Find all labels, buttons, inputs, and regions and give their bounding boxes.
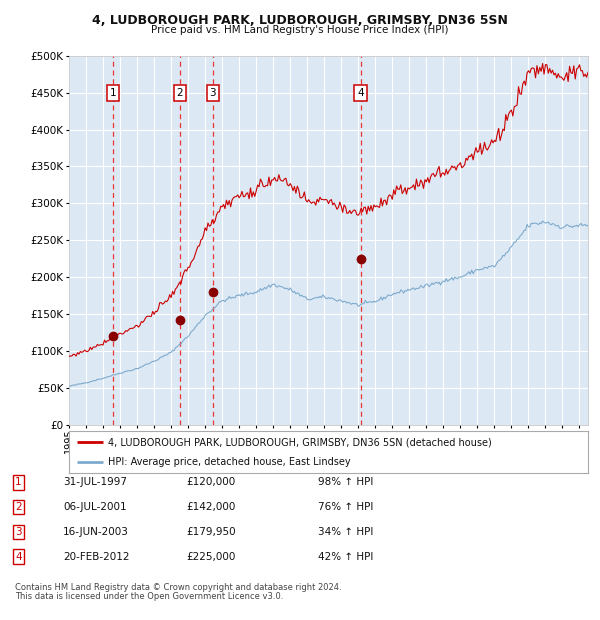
Text: £142,000: £142,000 xyxy=(186,502,235,512)
Text: 2: 2 xyxy=(15,502,22,512)
Text: £225,000: £225,000 xyxy=(186,552,235,562)
Text: £120,000: £120,000 xyxy=(186,477,235,487)
Text: 42% ↑ HPI: 42% ↑ HPI xyxy=(318,552,373,562)
Text: 31-JUL-1997: 31-JUL-1997 xyxy=(63,477,127,487)
Text: 4, LUDBOROUGH PARK, LUDBOROUGH, GRIMSBY, DN36 5SN: 4, LUDBOROUGH PARK, LUDBOROUGH, GRIMSBY,… xyxy=(92,14,508,27)
Text: Contains HM Land Registry data © Crown copyright and database right 2024.: Contains HM Land Registry data © Crown c… xyxy=(15,583,341,592)
Text: 3: 3 xyxy=(15,527,22,537)
Text: 1: 1 xyxy=(15,477,22,487)
Text: 20-FEB-2012: 20-FEB-2012 xyxy=(63,552,130,562)
Text: £179,950: £179,950 xyxy=(186,527,236,537)
Text: 98% ↑ HPI: 98% ↑ HPI xyxy=(318,477,373,487)
Text: 4: 4 xyxy=(358,87,364,98)
Text: 3: 3 xyxy=(209,87,216,98)
Text: This data is licensed under the Open Government Licence v3.0.: This data is licensed under the Open Gov… xyxy=(15,592,283,601)
Text: 16-JUN-2003: 16-JUN-2003 xyxy=(63,527,129,537)
Text: 06-JUL-2001: 06-JUL-2001 xyxy=(63,502,127,512)
Text: HPI: Average price, detached house, East Lindsey: HPI: Average price, detached house, East… xyxy=(108,457,350,467)
Text: 4, LUDBOROUGH PARK, LUDBOROUGH, GRIMSBY, DN36 5SN (detached house): 4, LUDBOROUGH PARK, LUDBOROUGH, GRIMSBY,… xyxy=(108,437,491,447)
Text: 1: 1 xyxy=(110,87,116,98)
Text: 76% ↑ HPI: 76% ↑ HPI xyxy=(318,502,373,512)
Text: 4: 4 xyxy=(15,552,22,562)
Text: Price paid vs. HM Land Registry's House Price Index (HPI): Price paid vs. HM Land Registry's House … xyxy=(151,25,449,35)
Text: 34% ↑ HPI: 34% ↑ HPI xyxy=(318,527,373,537)
Text: 2: 2 xyxy=(176,87,183,98)
